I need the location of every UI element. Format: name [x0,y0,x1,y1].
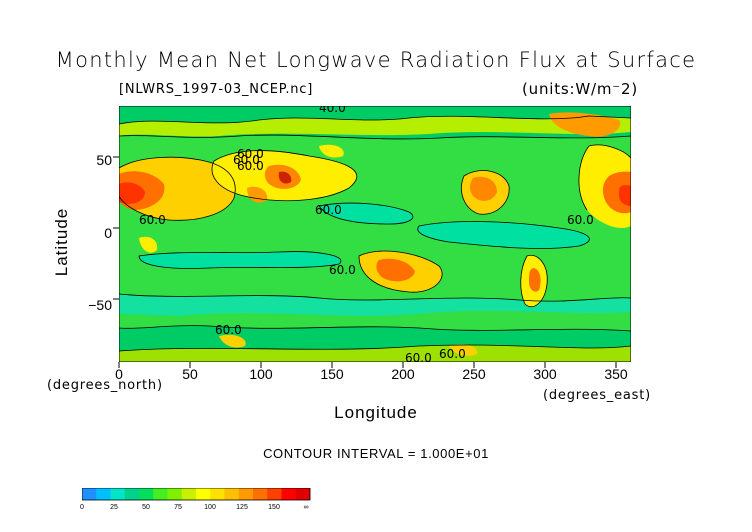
colorbar-swatch [267,488,282,500]
colorbar-swatch [82,488,97,500]
contour-label: 60.0 [315,203,342,217]
colorbar-swatch [210,488,225,500]
colorbar-swatch [139,488,154,500]
plot-title: Monthly Mean Net Longwave Radiation Flux… [55,48,697,72]
contour-label: 60.0 [237,159,264,173]
colorbar-swatch [281,488,297,500]
colorbar-swatch [196,488,211,500]
units-label: (units:W/m⁻2) [522,80,638,98]
colorbar-swatch [167,488,183,500]
file-label: [NLWRS_1997-03_NCEP.nc] [119,82,314,97]
colorbar-swatch [153,488,168,500]
colorbar-tick: 125 [236,504,248,511]
contour-label: 60.0 [329,263,356,277]
x-tick-label: 50 [182,366,198,382]
contour-label: 40.0 [319,106,346,115]
colorbar-swatch [96,488,111,500]
colorbar-tick: 0 [80,504,84,511]
north-yellow-band [119,116,631,137]
contour-label: 60.0 [405,351,432,362]
contour-lines [119,115,631,352]
flux-map: 40.0 60.0 60.0 60.0 60.0 60.0 60.0 60.0 … [119,106,631,362]
y-tick-label: 0 [104,225,112,241]
x-tick-label: 150 [320,366,344,382]
colorbar-tick: ∞ [303,504,309,511]
contour-label: 60.0 [233,153,260,167]
y-tick-label: −50 [88,297,112,313]
contour-label: 60.0 [237,147,264,161]
colorbar-tick: 75 [174,504,182,511]
axis-ticks [113,156,617,368]
colorbar-swatch [181,488,197,500]
contour-label: 60.0 [567,213,594,227]
contour-label: 60.0 [439,347,466,361]
x-tick-label: 200 [391,366,415,382]
x-tick-label: 350 [604,366,628,382]
y-axis-label: Latitude [52,207,71,277]
contour-label: 60.0 [215,323,242,337]
y-axis-unit: (degrees_north) [47,378,163,393]
x-axis-label: Longitude [334,403,418,422]
colorbar-swatch [295,488,311,500]
y-tick-label: 50 [96,152,112,168]
colorbar [82,488,311,501]
colorbar-frame [82,488,311,501]
antarctic-edge [119,345,631,362]
x-tick-label: 300 [533,366,557,382]
x-tick-label: 0 [115,366,123,382]
colorbar-tick: 100 [204,504,216,511]
contour-label: 60.0 [139,213,166,227]
colorbar-tick: 25 [110,504,118,511]
colorbar-swatch [110,488,126,500]
tropical-cool-band [139,251,341,269]
colorbar-swatch [238,488,254,500]
x-axis-unit: (degrees_east) [543,388,652,403]
colorbar-swatch [124,488,140,500]
colorbar-tick: 50 [142,504,150,511]
colorbar-swatch [253,488,268,500]
southern-ocean-band [119,294,631,316]
x-tick-label: 250 [462,366,486,382]
colorbar-tick: 150 [268,504,280,511]
x-tick-label: 100 [249,366,273,382]
colorbar-swatch [224,488,240,500]
contour-interval-note: CONTOUR INTERVAL = 1.000E+01 [263,446,489,461]
